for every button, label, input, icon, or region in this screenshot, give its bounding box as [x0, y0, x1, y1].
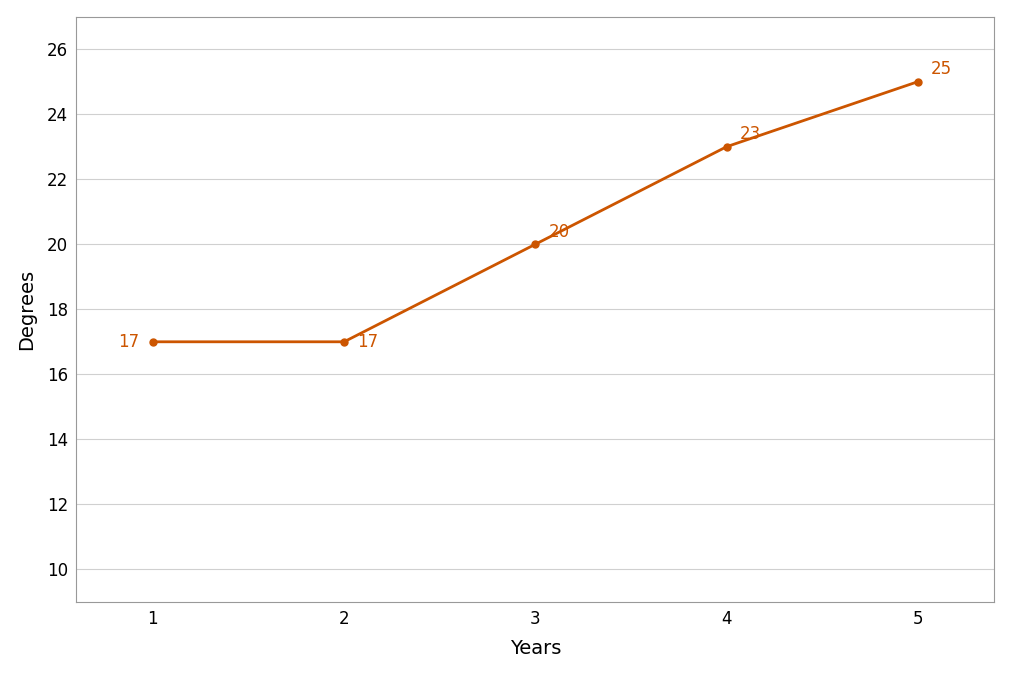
- Text: 17: 17: [118, 333, 140, 351]
- Text: 23: 23: [740, 126, 761, 144]
- Text: 17: 17: [358, 333, 378, 351]
- Text: 20: 20: [549, 223, 570, 241]
- Y-axis label: Degrees: Degrees: [16, 269, 35, 350]
- Text: 25: 25: [931, 61, 952, 78]
- X-axis label: Years: Years: [510, 639, 561, 658]
